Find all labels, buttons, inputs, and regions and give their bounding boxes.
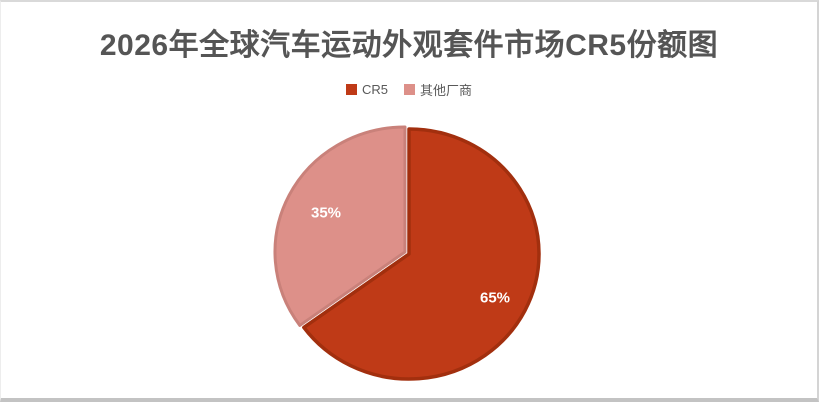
data-label-cr5: 65%: [479, 289, 511, 307]
legend-item-other: 其他厂商: [404, 80, 472, 99]
legend-item-cr5: CR5: [345, 82, 388, 97]
legend-swatch-other-icon: [404, 84, 415, 95]
pie-slice-cr5: [302, 127, 541, 381]
legend-swatch-cr5-icon: [345, 84, 357, 95]
legend: CR5 其他厂商: [1, 80, 817, 99]
legend-label-other: 其他厂商: [420, 83, 473, 98]
data-label-other: 35%: [310, 204, 342, 222]
legend-label-cr5: CR5: [361, 82, 388, 97]
pie-slice-other: [273, 125, 407, 327]
chart-title: 2026年全球汽车运动外观套件市场CR5份额图: [99, 29, 719, 62]
